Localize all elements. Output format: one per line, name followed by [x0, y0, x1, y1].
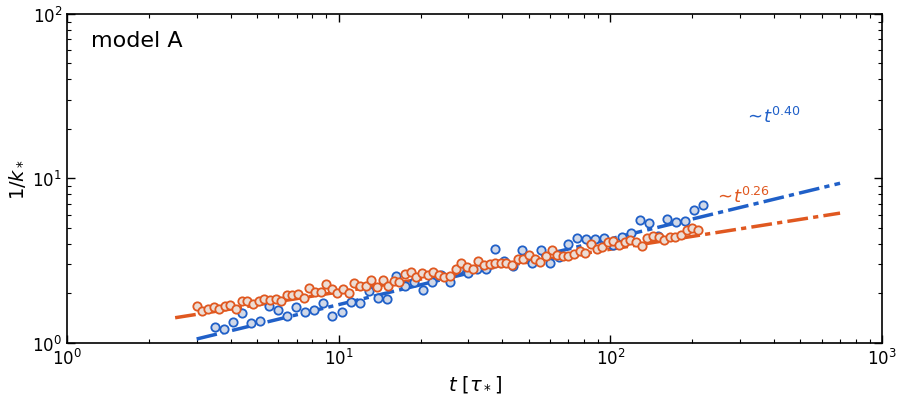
X-axis label: $t\ [\tau_*]$: $t\ [\tau_*]$ — [447, 373, 501, 394]
Text: model A: model A — [91, 31, 183, 51]
Y-axis label: $1/k_*$: $1/k_*$ — [7, 158, 26, 200]
Text: $\sim\!t^{0.40}$: $\sim\!t^{0.40}$ — [743, 107, 800, 127]
Text: $\sim\!t^{0.26}$: $\sim\!t^{0.26}$ — [713, 186, 768, 207]
